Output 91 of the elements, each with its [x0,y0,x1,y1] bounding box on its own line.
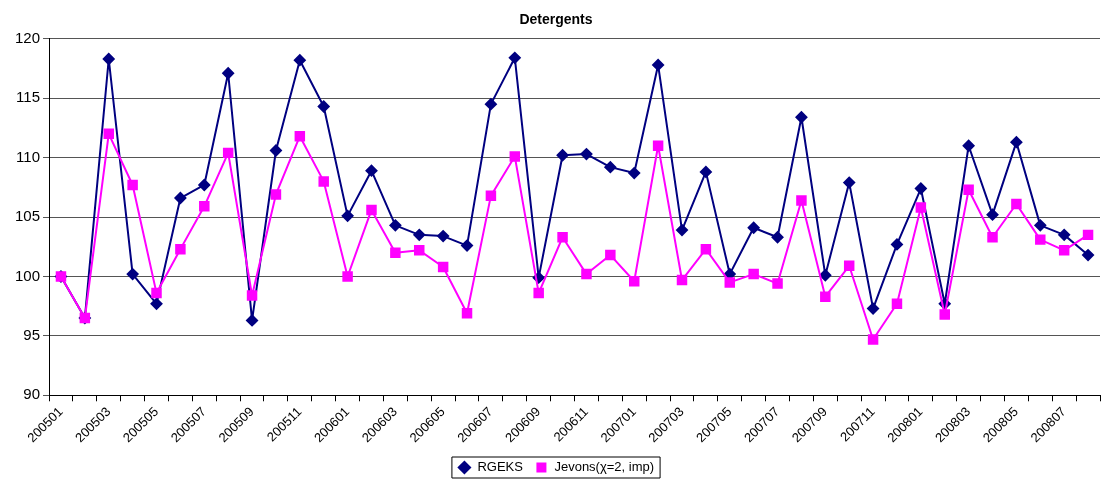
point [676,274,688,286]
point [414,245,425,256]
point [962,139,975,152]
point [341,209,354,222]
point [556,149,569,162]
point [581,268,592,280]
point [270,189,282,200]
point [102,53,115,65]
y-tick-label: 120 [15,28,41,46]
legend-label: Jevons(χ=2, imp) [554,459,655,475]
point [174,192,187,205]
point [293,54,306,67]
point [652,140,664,151]
chart-title: Detergents [519,11,593,28]
point [246,290,258,301]
point [699,165,712,178]
y-tick-label: 115 [16,88,41,106]
point [986,208,999,221]
point [771,231,784,244]
point [199,201,210,212]
y-tick-label: 105 [15,207,41,225]
point [963,184,974,195]
point [1058,245,1070,256]
y-tick-label: 95 [23,326,41,344]
point [914,182,927,195]
y-tick-label: 110 [16,147,41,165]
point [461,308,473,319]
y-tick-label: 100 [15,266,41,284]
point [461,239,474,252]
point [843,260,855,272]
point [605,249,616,261]
point [127,179,138,191]
point [915,202,927,213]
point [342,271,353,282]
point [820,291,831,302]
point [437,261,449,273]
point [724,277,736,288]
point [604,161,617,174]
point [175,243,186,255]
point [628,167,641,180]
point [269,144,282,157]
point [126,268,139,281]
point [151,287,162,299]
point [294,131,306,142]
point [366,204,377,216]
point [843,176,856,189]
point [413,228,426,241]
point [557,232,568,243]
point [437,230,450,243]
point [796,195,807,206]
point [389,219,402,232]
point [317,100,330,113]
point [533,287,544,299]
point [891,298,903,310]
point [652,58,665,71]
point [508,51,521,64]
point [1082,249,1095,262]
point [222,67,235,80]
point [198,178,211,191]
point [772,278,783,289]
point [580,148,593,161]
point [795,111,808,124]
point [222,147,234,159]
point [1034,219,1047,232]
point [1058,228,1071,241]
y-tick-label: 90 [23,385,41,403]
point [484,98,497,111]
point [1011,198,1022,210]
point [103,128,114,140]
point [390,247,401,258]
legend-label: RGEKS [477,459,524,475]
point [987,232,998,243]
point [365,164,378,177]
point [867,334,879,345]
point [509,151,521,162]
point [1082,229,1094,241]
point [676,224,688,237]
point [1035,234,1046,245]
point [700,243,712,255]
point [867,302,880,315]
point [485,190,497,201]
point [939,309,950,320]
point [747,221,760,234]
point [1010,136,1023,149]
point [890,238,903,251]
point [819,269,832,282]
point [748,268,759,280]
point [628,275,640,287]
point [150,297,163,310]
point [246,314,259,327]
point [318,176,329,187]
